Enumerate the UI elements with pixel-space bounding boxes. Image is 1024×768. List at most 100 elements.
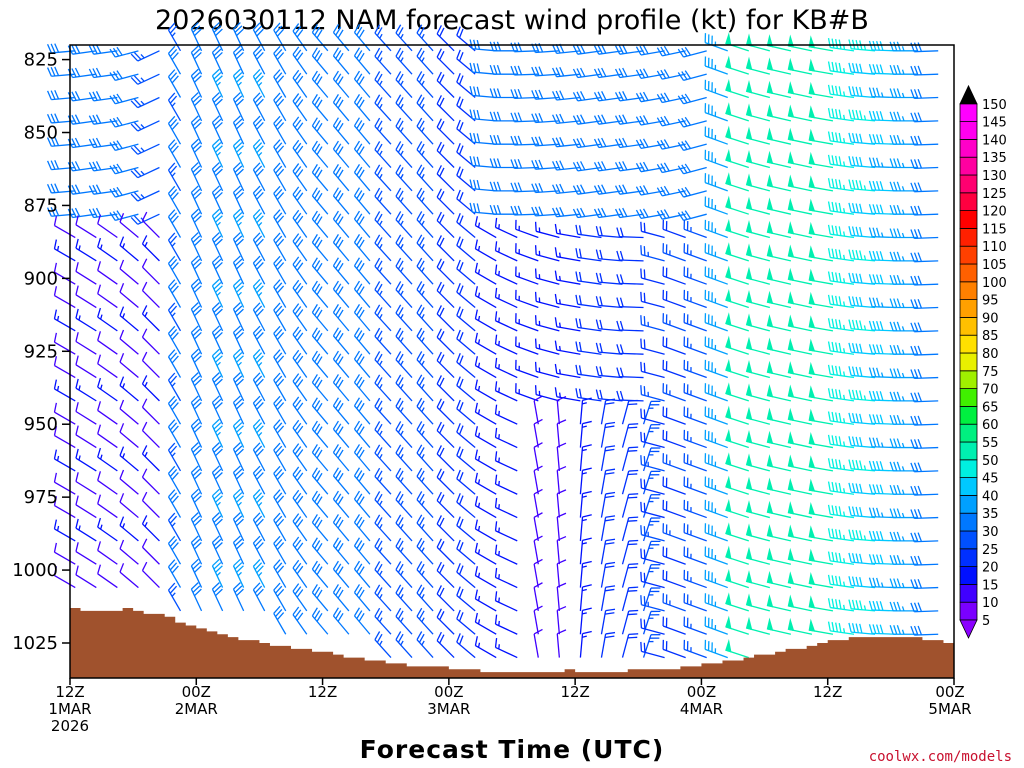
wind-barb-c25-l23: [600, 561, 616, 588]
wind-barb-c12-l24: [311, 584, 329, 612]
wind-barb-c23-l19: [556, 465, 567, 495]
wind-barb-c35-l14: [787, 361, 813, 379]
wind-barb-c9-l11: [252, 279, 266, 308]
wind-barb-c40-l12: [889, 321, 918, 332]
wind-barb-c11-l13: [292, 326, 308, 355]
wind-barb-c15-l4: [374, 117, 392, 145]
wind-barb-c21-l14: [494, 357, 518, 379]
wind-barb-c38-l6: [848, 179, 876, 192]
wind-barb-c38-l11: [848, 296, 876, 309]
wind-barb-c28-l17: [640, 431, 665, 449]
wind-barb-c39-l14: [868, 367, 897, 379]
wind-barb-c37-l1: [827, 61, 855, 75]
wind-barb-c35-l16: [787, 407, 813, 425]
wind-barb-c37-l9: [827, 248, 855, 262]
wind-barb-c18-l13: [436, 328, 455, 355]
wind-barb-c8-l17: [232, 418, 245, 448]
wind-barb-c12-l11: [311, 280, 329, 308]
wind-barb-c38-l18: [848, 459, 876, 472]
wind-barb-c28-l23: [640, 571, 665, 589]
wind-barb-c8-l15: [232, 372, 245, 402]
wind-barb-c3-l16: [119, 399, 139, 425]
wind-barb-c9-l3: [252, 92, 266, 122]
wind-barb-c17-l1: [416, 47, 434, 75]
wind-barb-c28-l25: [640, 618, 665, 635]
wind-barb-c32-l25: [725, 615, 749, 635]
wind-barb-c27-l8: [616, 227, 644, 239]
wind-barb-c1-l12: [75, 308, 97, 332]
wind-barb-c15-l1: [374, 47, 392, 75]
colorbar-cell-12: [959, 388, 978, 407]
wind-barb-c41-l21: [910, 532, 939, 543]
wind-barb-c6-l22: [190, 535, 203, 565]
wind-barb-c22-l10: [515, 266, 539, 285]
wind-barb-c11-l19: [292, 466, 308, 495]
wind-barb-c23-l13: [534, 338, 560, 355]
wind-barb-c5-l18: [167, 442, 182, 472]
wind-barb-c13-l24: [332, 584, 350, 612]
wind-barb-c0-l21: [53, 519, 76, 542]
wind-barb-c28-l8: [640, 221, 665, 239]
wind-barb-c17-l26: [416, 631, 434, 659]
wind-barb-c7-l13: [211, 325, 224, 355]
wind-barb-c33-l19: [745, 476, 771, 495]
wind-barb-c34-l7: [766, 197, 792, 215]
wind-barb-c34-l5: [766, 150, 792, 169]
wind-barb-c33-l17: [745, 430, 771, 449]
wind-barb-c6-l8: [190, 208, 203, 238]
wind-barb-c39-l5: [868, 157, 897, 169]
wind-barb-c8-l9: [232, 232, 245, 262]
wind-barb-c18-l25: [436, 608, 455, 635]
wind-barb-c16-l8: [395, 211, 413, 238]
wind-barb-c38-l24: [848, 599, 876, 612]
wind-barb-c7-l9: [211, 232, 224, 262]
wind-barb-c4-l2: [130, 96, 160, 109]
wind-barb-c3-l19: [119, 469, 139, 495]
wind-barb-c8-l4: [232, 115, 245, 145]
wind-barb-c32-l8: [725, 218, 749, 239]
wind-barb-c10-l1: [273, 45, 287, 75]
wind-barb-c21-l8: [494, 217, 518, 239]
wind-barb-c5-l13: [167, 325, 182, 355]
wind-barb-c1-l14: [75, 355, 97, 379]
wind-barb-c26-l14: [595, 366, 623, 379]
wind-barb-c17-l19: [416, 467, 434, 495]
wind-barb-c4-l14: [141, 351, 160, 379]
wind-barb-c7-l24: [211, 582, 224, 612]
wind-barb-c32-l10: [725, 265, 749, 285]
wind-barb-c10-l10: [273, 255, 287, 285]
wind-barb-c5-l22: [167, 535, 182, 565]
wind-barb-c20-l5: [469, 156, 497, 169]
wind-barb-c16-l1: [395, 47, 413, 75]
wind-barb-c40-l15: [889, 391, 918, 402]
wind-barb-c5-l8: [167, 209, 182, 238]
y-tick-label-8: 1025: [12, 633, 58, 654]
wind-barb-c34-l8: [766, 220, 792, 239]
wind-barb-c29-l15: [662, 383, 686, 402]
wind-barb-c41-l25: [910, 625, 939, 636]
wind-barb-c11-l1: [292, 46, 308, 75]
wind-barb-c6-l4: [190, 115, 203, 145]
plot-frame: [69, 44, 955, 679]
wind-barb-c2-l10: [97, 261, 118, 285]
wind-barb-c7-l18: [211, 442, 224, 472]
wind-barb-c30-l3: [677, 116, 707, 128]
colorbar-cell-11: [959, 405, 978, 425]
wind-barb-c17-l12: [416, 304, 434, 332]
wind-barb-c14-l16: [353, 397, 371, 425]
wind-barb-c29-l2: [656, 92, 686, 104]
wind-barb-c40-l10: [889, 274, 918, 285]
wind-barb-c38-l1: [848, 62, 876, 75]
wind-barb-c10-l8: [273, 209, 287, 238]
wind-barb-c9-l21: [252, 512, 266, 542]
wind-barb-c7-l3: [211, 92, 224, 122]
colorbar-label-25: 25: [982, 543, 999, 558]
wind-barb-c36-l21: [808, 525, 834, 542]
colorbar-cell-28: [959, 103, 978, 123]
wind-barb-c33-l18: [745, 453, 771, 472]
wind-barb-c17-l13: [416, 327, 434, 355]
wind-barb-c7-l16: [211, 395, 224, 425]
wind-barb-c30-l19: [683, 476, 707, 495]
wind-barb-c14-l3: [353, 94, 371, 122]
wind-barb-c6-l20: [190, 488, 203, 518]
